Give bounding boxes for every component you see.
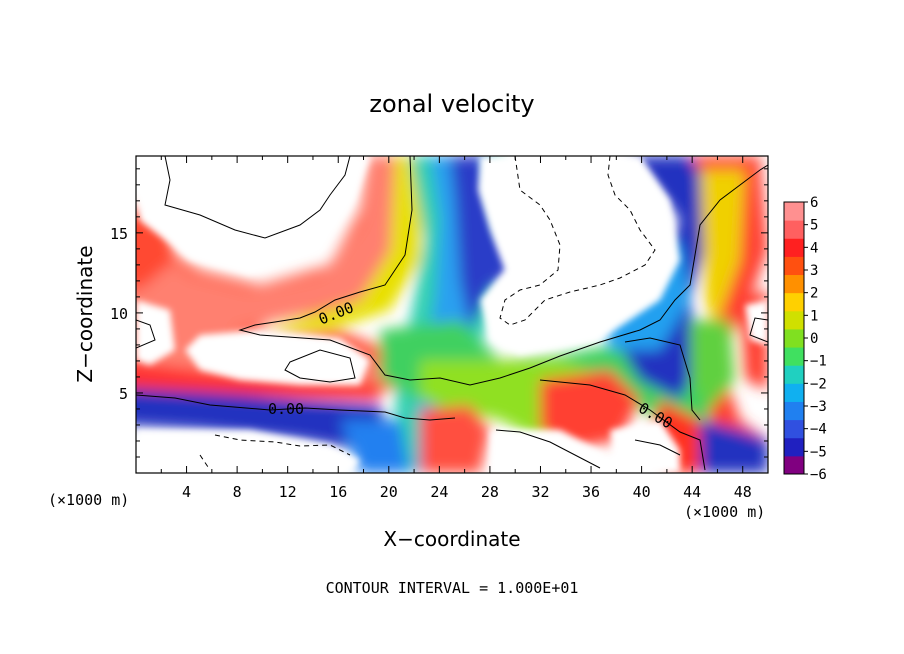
y-tick-label: 15 xyxy=(110,225,128,243)
x-tick-label: 24 xyxy=(430,483,448,501)
colorbar-tick-label: 0 xyxy=(810,331,818,347)
contour-interval-note: CONTOUR INTERVAL = 1.000E+01 xyxy=(326,579,579,597)
colorbar-swatch xyxy=(784,238,804,257)
colorbar-tick-label: 1 xyxy=(810,308,818,324)
x-tick-label: 4 xyxy=(182,483,191,501)
colorbar-tick-label: −2 xyxy=(810,376,827,392)
colorbar-swatch xyxy=(784,256,804,276)
x-tick-label: 40 xyxy=(633,483,651,501)
contour-label: 0.00 xyxy=(268,400,304,418)
velocity-field xyxy=(136,156,768,473)
x-tick-label: 16 xyxy=(329,483,347,501)
colorbar-tick-label: 6 xyxy=(810,195,818,211)
colorbar-swatch xyxy=(784,274,804,294)
colorbar-tick-label: −3 xyxy=(810,399,827,415)
x-tick-label: 44 xyxy=(683,483,701,501)
x-unit-label-left: (×1000 m) xyxy=(48,491,129,509)
x-unit-label-right: (×1000 m) xyxy=(684,503,765,521)
colorbar-tick-label: 5 xyxy=(810,218,818,234)
colorbar-swatch xyxy=(784,365,804,384)
x-tick-label: 28 xyxy=(481,483,499,501)
x-tick-label: 36 xyxy=(582,483,600,501)
x-tick-label: 20 xyxy=(380,483,398,501)
colorbar-tick-label: −6 xyxy=(810,467,827,483)
x-tick-label: 48 xyxy=(734,483,752,501)
x-tick-label: 12 xyxy=(279,483,297,501)
colorbar-tick-label: −4 xyxy=(810,422,827,438)
colorbar-swatch xyxy=(784,202,804,221)
y-tick-label: 5 xyxy=(119,385,128,403)
colorbar-swatch xyxy=(784,292,804,312)
colorbar-tick-label: −5 xyxy=(810,444,827,460)
colorbar-swatch xyxy=(784,437,804,457)
x-tick-label: 8 xyxy=(233,483,242,501)
x-tick-label: 32 xyxy=(531,483,549,501)
x-axis-label: X−coordinate xyxy=(383,527,520,551)
colorbar-swatch xyxy=(784,310,804,330)
colorbar-swatch xyxy=(784,401,804,421)
colorbar-swatch xyxy=(784,220,804,239)
colorbar-swatch xyxy=(784,455,804,475)
colorbar-tick-label: 2 xyxy=(810,286,818,302)
colorbar-tick-label: −1 xyxy=(810,354,827,370)
chart-title: zonal velocity xyxy=(369,90,534,118)
plot-frame xyxy=(135,155,769,474)
colorbar-tick-label: 4 xyxy=(810,240,818,256)
colorbar-swatch xyxy=(784,419,804,439)
y-axis-label: Z−coordinate xyxy=(73,245,97,382)
colorbar-swatch xyxy=(784,328,804,348)
colorbar-tick-label: 3 xyxy=(810,263,818,279)
y-tick-label: 10 xyxy=(110,305,128,323)
colorbar-swatch xyxy=(784,383,804,402)
colorbar-swatch xyxy=(784,347,804,366)
